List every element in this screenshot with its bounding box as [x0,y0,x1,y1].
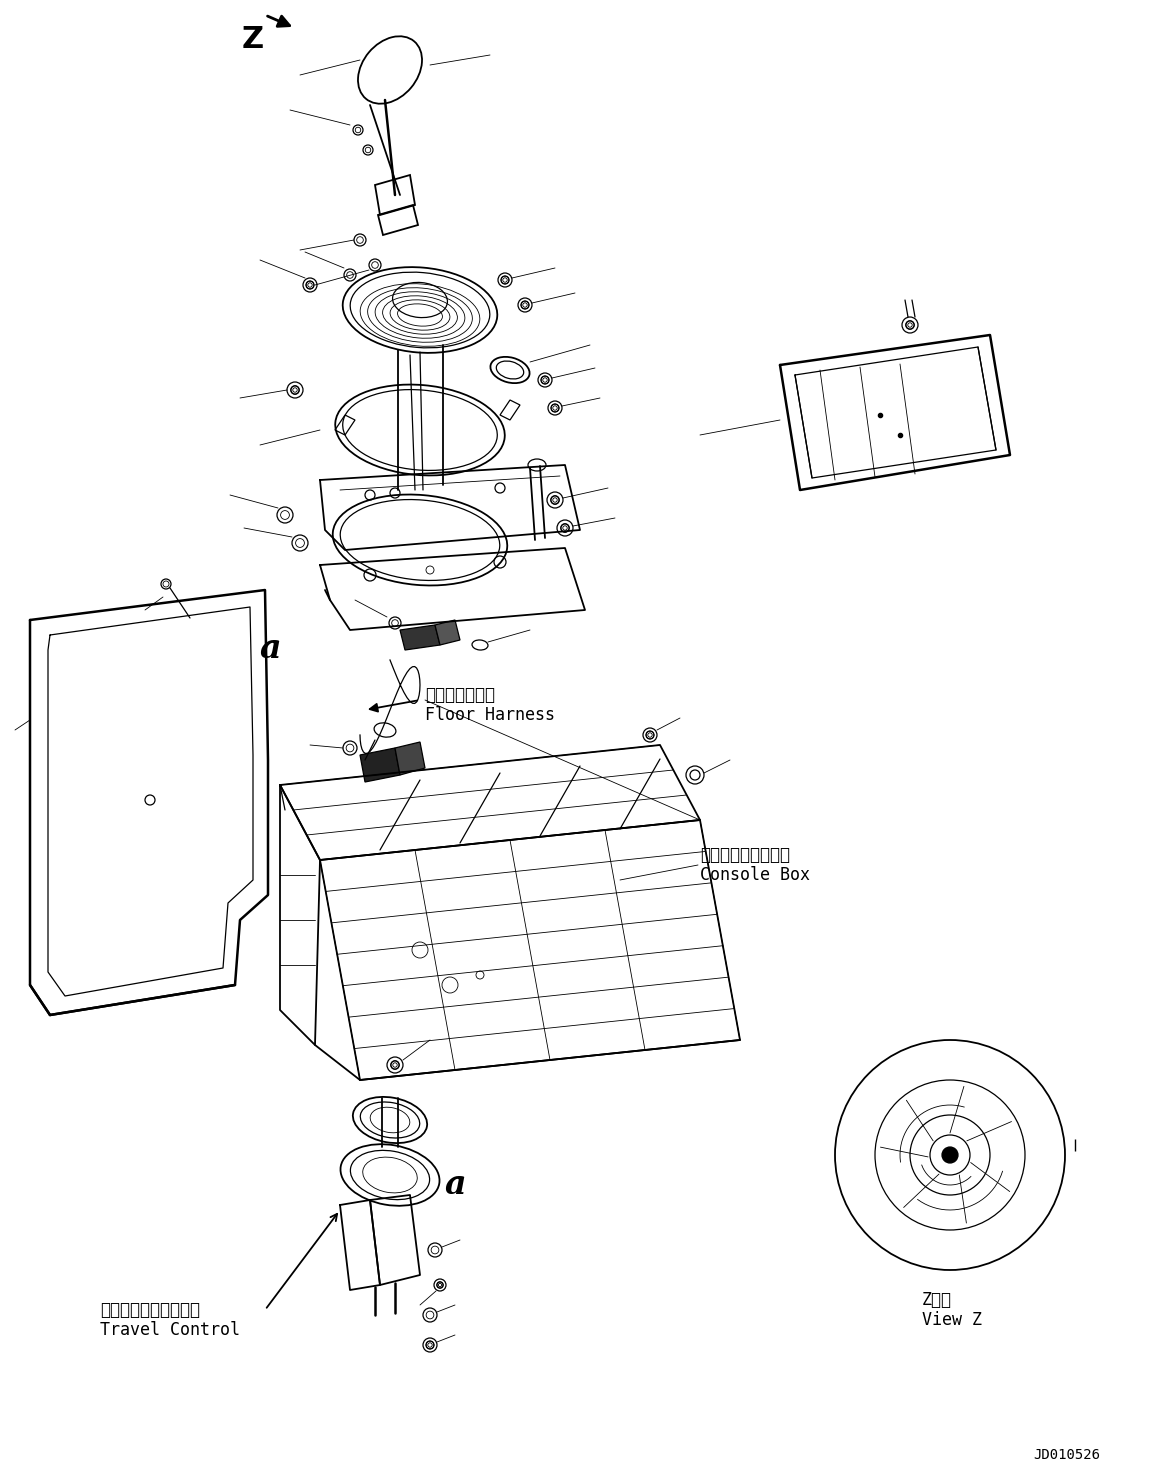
Text: a: a [259,631,281,665]
Polygon shape [435,621,460,646]
Text: Travel Control: Travel Control [100,1321,240,1339]
Circle shape [942,1146,958,1163]
Text: Console Box: Console Box [700,866,811,884]
Text: View Z: View Z [922,1311,982,1328]
Text: コンソールボックス: コンソールボックス [700,846,790,863]
Polygon shape [360,748,400,782]
Text: JD010526: JD010526 [1033,1448,1100,1462]
Text: Z　視: Z 視 [922,1291,952,1309]
Text: Floor Harness: Floor Harness [425,706,555,724]
Text: トラベルコントロール: トラベルコントロール [100,1300,199,1320]
Text: Z: Z [242,25,264,55]
Text: フロアハーネス: フロアハーネス [425,686,495,703]
Polygon shape [395,742,425,775]
Text: a: a [444,1169,466,1201]
Polygon shape [400,625,440,650]
